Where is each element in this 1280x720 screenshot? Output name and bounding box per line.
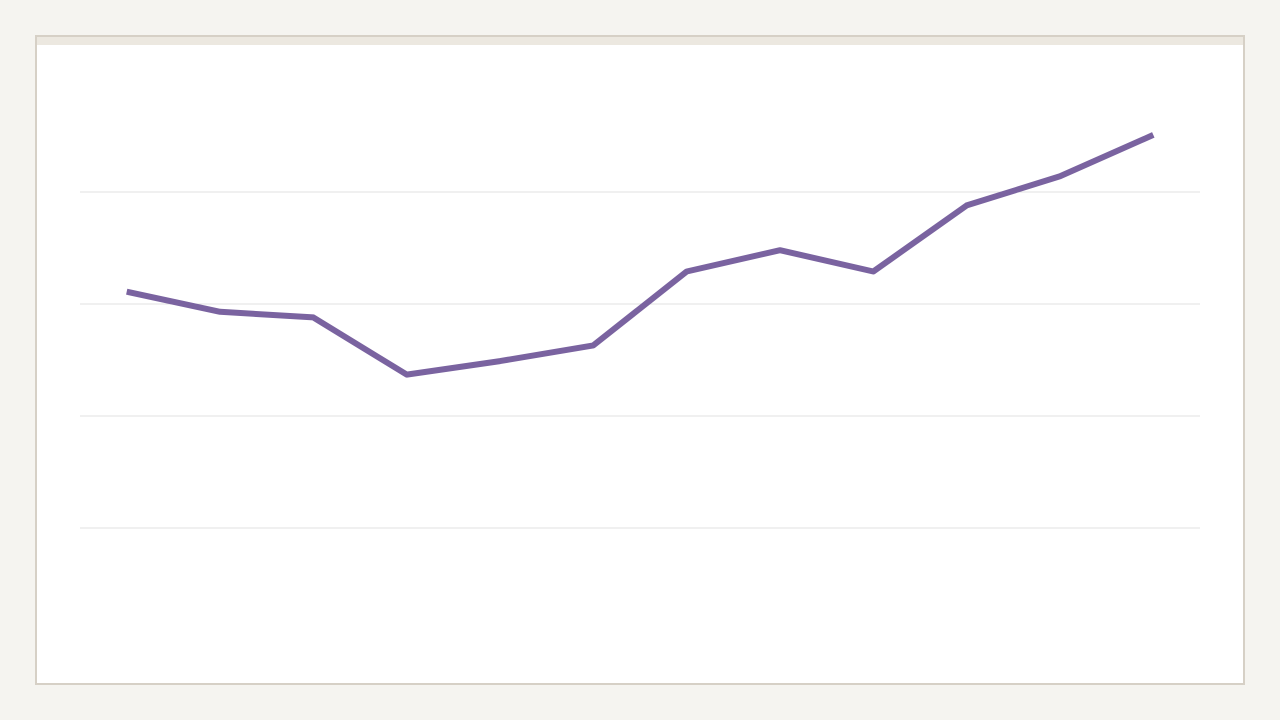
card-header-strip (37, 37, 1243, 45)
data-line (126, 132, 1155, 378)
chart-card (35, 35, 1245, 685)
